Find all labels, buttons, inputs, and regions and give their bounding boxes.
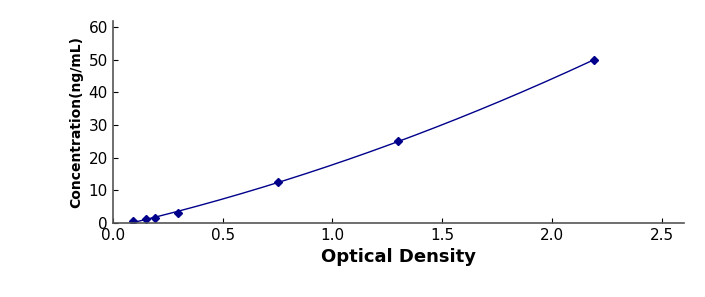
Y-axis label: Concentration(ng/mL): Concentration(ng/mL) [69, 36, 83, 208]
X-axis label: Optical Density: Optical Density [321, 248, 476, 266]
